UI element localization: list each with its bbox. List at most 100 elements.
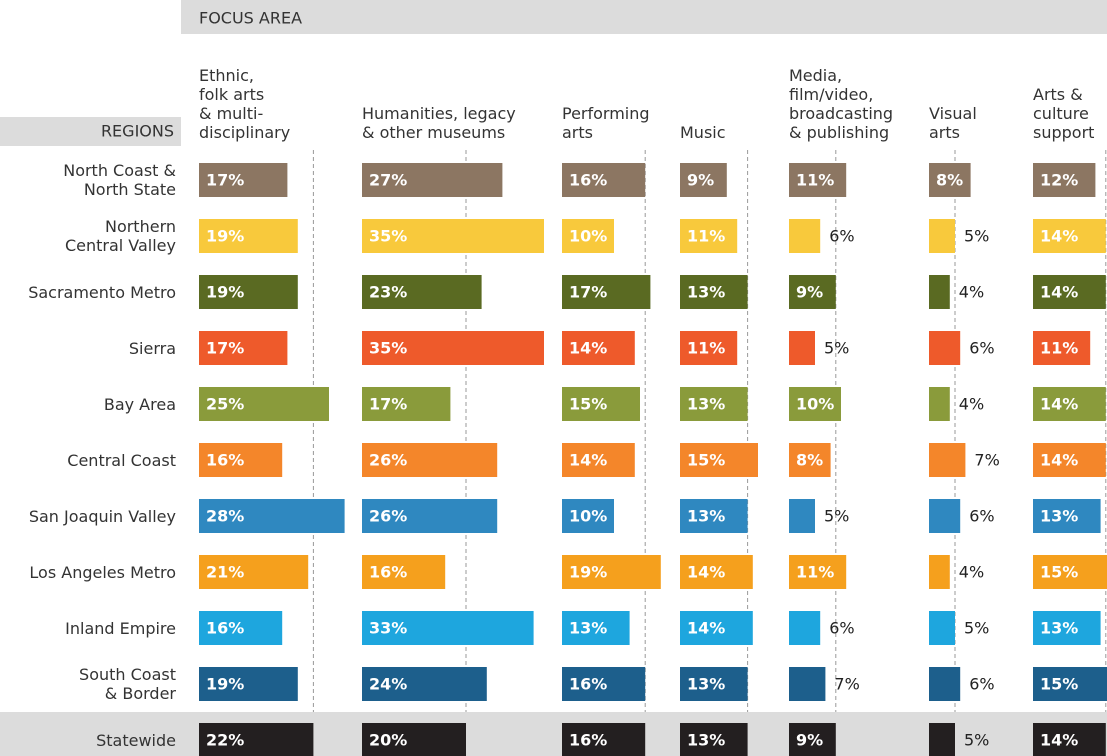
bar bbox=[199, 275, 298, 309]
bar bbox=[789, 163, 847, 197]
value-label: 17% bbox=[206, 339, 244, 358]
statewide-band bbox=[0, 712, 1107, 756]
bar bbox=[562, 611, 630, 645]
bar bbox=[789, 723, 836, 756]
value-label: 5% bbox=[964, 619, 989, 638]
value-label: 21% bbox=[206, 563, 244, 582]
bar bbox=[1033, 443, 1106, 477]
value-label: 16% bbox=[206, 451, 244, 470]
value-label: 19% bbox=[206, 227, 244, 246]
value-label: 15% bbox=[687, 451, 725, 470]
value-label: 25% bbox=[206, 395, 244, 414]
header-band bbox=[181, 0, 1107, 34]
value-label: 4% bbox=[959, 283, 984, 302]
bar bbox=[929, 331, 961, 365]
bar bbox=[199, 667, 298, 701]
value-label: 17% bbox=[369, 395, 407, 414]
value-label: 17% bbox=[206, 171, 244, 190]
value-label: 4% bbox=[959, 395, 984, 414]
value-label: 13% bbox=[687, 283, 725, 302]
bar bbox=[680, 443, 758, 477]
bar bbox=[680, 331, 738, 365]
bar bbox=[929, 163, 971, 197]
value-label: 14% bbox=[1040, 395, 1078, 414]
value-label: 6% bbox=[969, 675, 994, 694]
region-label: South Coast & Border bbox=[79, 665, 176, 703]
region-label: Statewide bbox=[96, 730, 176, 750]
value-label: 10% bbox=[569, 507, 607, 526]
bar bbox=[680, 387, 748, 421]
header: FOCUS AREA bbox=[199, 9, 302, 28]
bar bbox=[929, 667, 961, 701]
bar bbox=[929, 555, 950, 589]
bar bbox=[362, 499, 498, 533]
value-label: 5% bbox=[824, 339, 849, 358]
value-label: 9% bbox=[796, 731, 823, 750]
bar bbox=[362, 275, 482, 309]
bar bbox=[562, 219, 614, 253]
bar bbox=[789, 219, 821, 253]
bar bbox=[562, 499, 614, 533]
bar bbox=[1033, 611, 1101, 645]
region-label: Bay Area bbox=[103, 394, 176, 414]
bar bbox=[929, 219, 955, 253]
value-label: 5% bbox=[964, 227, 989, 246]
value-label: 8% bbox=[936, 171, 963, 190]
value-label: 35% bbox=[369, 227, 407, 246]
value-label: 16% bbox=[206, 619, 244, 638]
value-label: 26% bbox=[369, 507, 407, 526]
bar bbox=[199, 387, 329, 421]
region-label: Sierra bbox=[128, 338, 176, 358]
bar bbox=[362, 723, 466, 756]
value-label: 13% bbox=[1040, 619, 1078, 638]
region-label: Inland Empire bbox=[65, 618, 176, 638]
column-header: Ethnic, folk arts & multi- disciplinary bbox=[199, 66, 291, 142]
region-label: Central Coast bbox=[67, 450, 176, 470]
bar bbox=[680, 611, 753, 645]
bar bbox=[199, 555, 309, 589]
bar bbox=[680, 667, 748, 701]
column-header: Music bbox=[680, 123, 726, 142]
value-label: 11% bbox=[1040, 339, 1078, 358]
column-header: Media, film/video, broadcasting & publis… bbox=[789, 66, 894, 142]
value-label: 13% bbox=[687, 395, 725, 414]
bar bbox=[199, 443, 283, 477]
value-label: 13% bbox=[1040, 507, 1078, 526]
value-label: 15% bbox=[1040, 563, 1078, 582]
row-header-band bbox=[0, 117, 181, 146]
column-header: Arts & culture support bbox=[1033, 85, 1095, 142]
bar bbox=[362, 555, 446, 589]
value-label: 16% bbox=[569, 171, 607, 190]
value-label: 14% bbox=[569, 451, 607, 470]
bar bbox=[362, 331, 544, 365]
value-label: 10% bbox=[569, 227, 607, 246]
bar bbox=[680, 219, 738, 253]
column-header: Performing arts bbox=[562, 104, 650, 142]
value-label: 14% bbox=[687, 563, 725, 582]
value-label: 16% bbox=[569, 731, 607, 750]
value-label: 6% bbox=[969, 507, 994, 526]
value-label: 13% bbox=[687, 507, 725, 526]
bar bbox=[929, 499, 961, 533]
value-label: 35% bbox=[369, 339, 407, 358]
bar bbox=[1033, 667, 1107, 701]
value-label: 16% bbox=[569, 675, 607, 694]
value-label: 5% bbox=[824, 507, 849, 526]
bar bbox=[789, 387, 841, 421]
value-label: 20% bbox=[369, 731, 407, 750]
region-label: Northern Central Valley bbox=[64, 217, 176, 255]
value-label: 7% bbox=[834, 675, 859, 694]
bar bbox=[199, 219, 298, 253]
bar bbox=[789, 443, 831, 477]
value-label: 14% bbox=[1040, 227, 1078, 246]
bar bbox=[789, 667, 826, 701]
column-header: Visual arts bbox=[929, 104, 977, 142]
value-label: 19% bbox=[569, 563, 607, 582]
bar bbox=[929, 611, 955, 645]
bar bbox=[1033, 387, 1106, 421]
region-label: Los Angeles Metro bbox=[29, 562, 176, 582]
bar bbox=[362, 219, 544, 253]
value-label: 6% bbox=[829, 227, 854, 246]
